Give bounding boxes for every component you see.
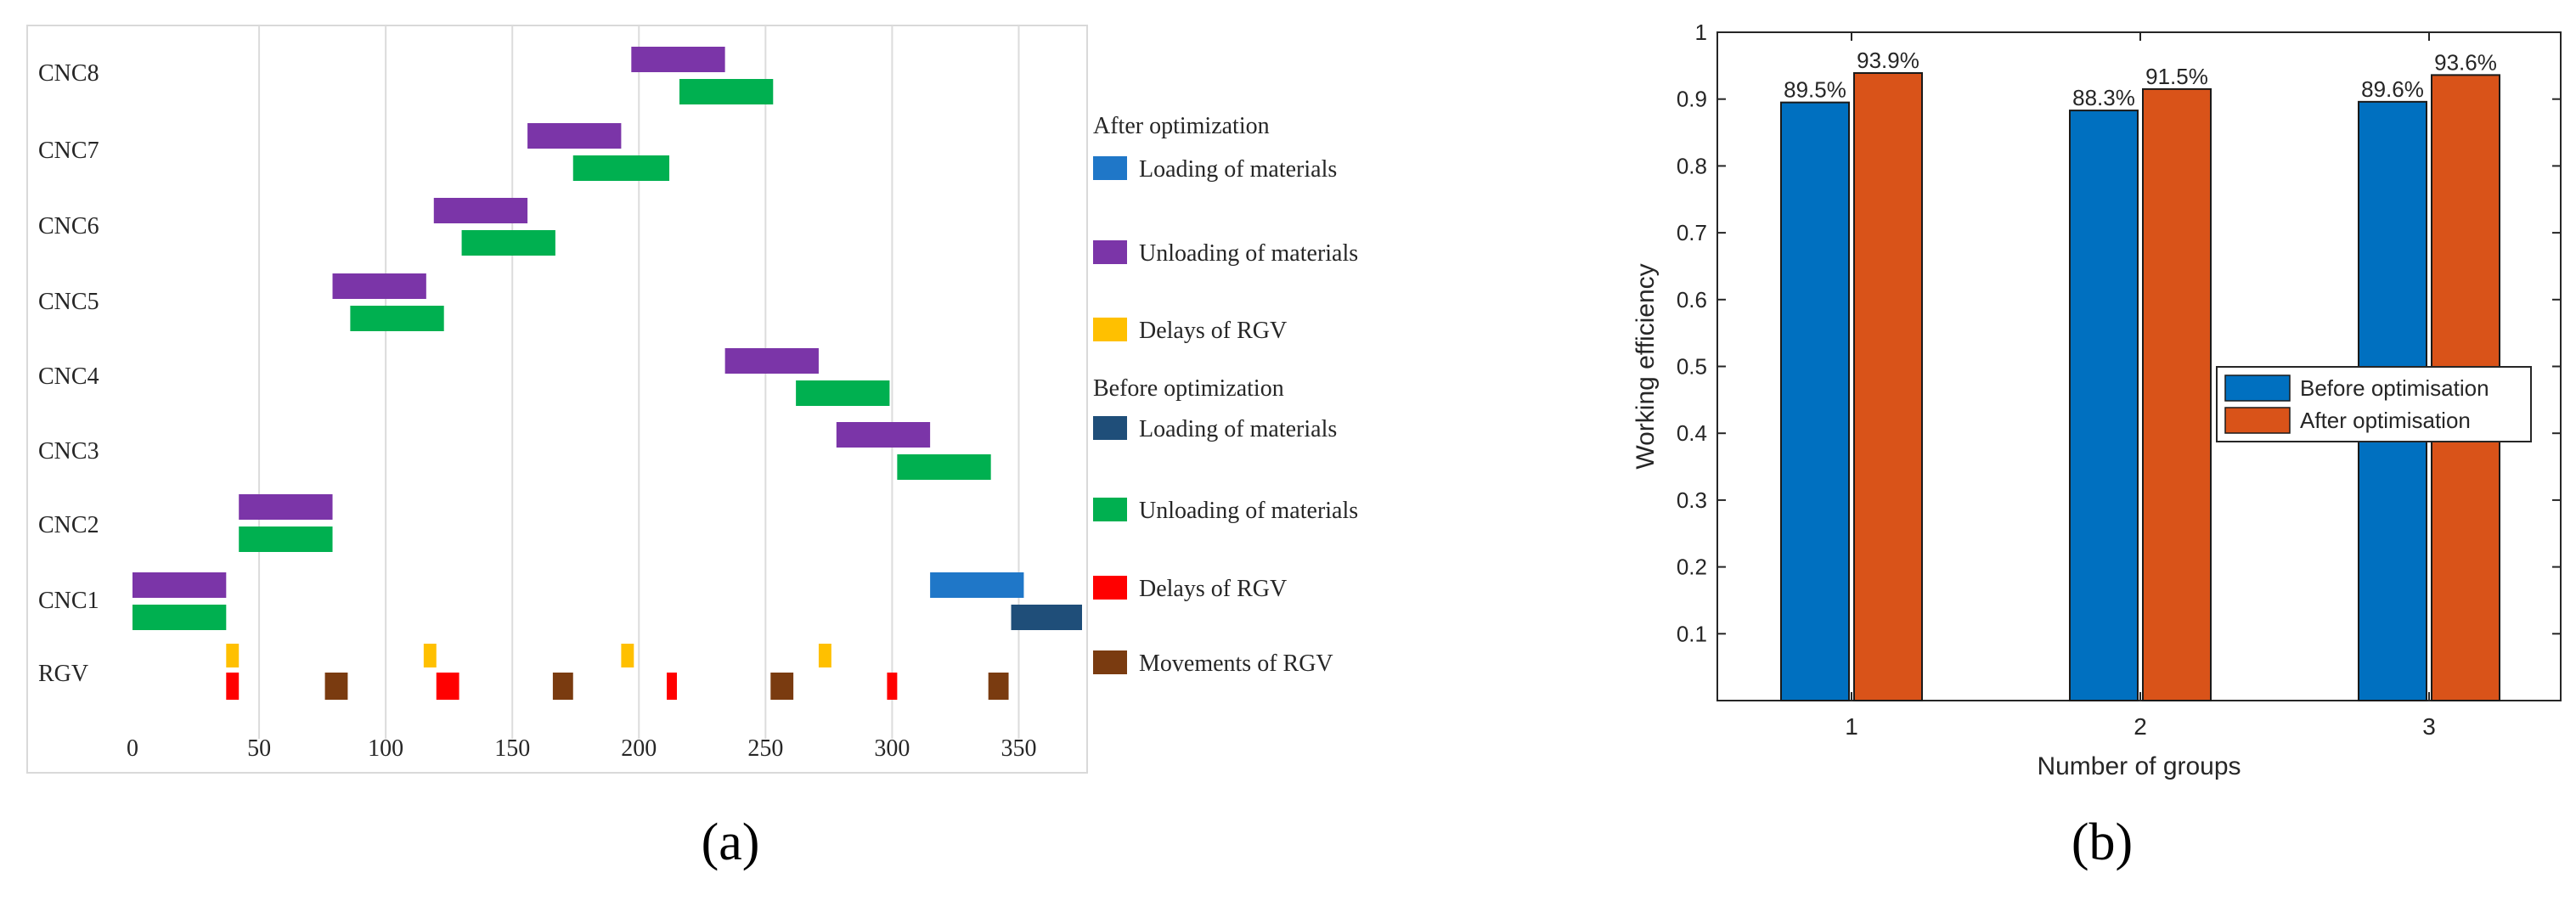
gantt-chart: 0 50 100 150 200 250 300 350 RGV CNC1 CNC2 CNC3 CNC4… xyxy=(26,25,1358,774)
bar-data-label: 93.6% xyxy=(2434,49,2497,75)
bar-rect xyxy=(2142,87,2212,701)
gantt-legend-label: Delays of RGV xyxy=(1139,576,1287,602)
bar-y-tick-label: 0.5 xyxy=(1677,354,1707,380)
gantt-legend-label: Loading of materials xyxy=(1139,416,1337,442)
bar-legend-swatch xyxy=(2224,407,2291,434)
gantt-task-bar xyxy=(239,527,333,552)
bar-data-label: 89.5% xyxy=(1784,77,1846,103)
gantt-task-bar xyxy=(667,673,677,700)
gantt-legend-swatch xyxy=(1093,318,1127,341)
gantt-task-bar xyxy=(572,155,670,181)
gantt-row-label: CNC4 xyxy=(38,363,99,390)
gantt-task-bar xyxy=(436,673,459,700)
gantt-x-tick-label: 250 xyxy=(747,735,783,762)
gantt-task-bar xyxy=(332,273,426,299)
gantt-legend-label: Movements of RGV xyxy=(1139,650,1333,677)
gantt-task-bar xyxy=(796,380,890,406)
gantt-task-bar xyxy=(433,198,528,223)
gantt-task-bar xyxy=(621,644,634,667)
gantt-task-bar xyxy=(930,572,1024,598)
panel-label-a: (a) xyxy=(702,814,760,871)
bar-x-tick-label: 3 xyxy=(2422,713,2436,740)
gantt-legend-group-title: Before optimization xyxy=(1093,375,1284,402)
bar-x-tick-label: 2 xyxy=(2134,713,2147,740)
gantt-task-bar xyxy=(988,673,1009,700)
gantt-x-tick-label: 350 xyxy=(1001,735,1036,762)
bar-y-tick-label: 0.3 xyxy=(1677,487,1707,513)
gantt-x-tick-label: 300 xyxy=(874,735,910,762)
bar-x-axis-title: Number of groups xyxy=(2037,752,2241,780)
gantt-task-bar xyxy=(527,123,622,149)
gantt-row-label: CNC1 xyxy=(38,588,99,614)
gantt-legend-swatch xyxy=(1093,498,1127,521)
gantt-legend-label: Unloading of materials xyxy=(1139,240,1358,267)
gantt-legend-group-title: After optimization xyxy=(1093,113,1270,139)
gantt-row-label: CNC2 xyxy=(38,512,99,538)
gantt-x-tick-label: 100 xyxy=(368,735,403,762)
gantt-x-tick-label: 150 xyxy=(494,735,530,762)
bar-legend-swatch xyxy=(2224,374,2291,402)
gantt-task-bar xyxy=(770,673,794,700)
gantt-legend-swatch xyxy=(1093,156,1127,180)
gantt-task-bar xyxy=(423,644,437,667)
gantt-row-label: CNC3 xyxy=(38,438,99,465)
gantt-row-label: CNC7 xyxy=(38,138,99,164)
gantt-task-bar xyxy=(679,79,774,104)
bar-y-tick-label: 1 xyxy=(1695,20,1707,45)
gantt-x-tick-label: 50 xyxy=(247,735,271,762)
gantt-x-tick-label: 200 xyxy=(621,735,657,762)
bar-y-tick-label: 0.6 xyxy=(1677,287,1707,313)
bar-y-tick-label: 0.8 xyxy=(1677,153,1707,178)
bar-data-label: 91.5% xyxy=(2145,64,2208,89)
gantt-row-label: CNC6 xyxy=(38,213,99,239)
gantt-task-bar xyxy=(552,673,573,700)
gantt-row-label: CNC5 xyxy=(38,289,99,315)
gantt-task-bar xyxy=(226,673,240,700)
gantt-legend-label: Delays of RGV xyxy=(1139,318,1287,344)
gantt-legend-swatch xyxy=(1093,650,1127,674)
bar-data-label: 93.9% xyxy=(1857,48,1919,73)
bar-chart: 0.1 0.2 0.3 0.4 0.5 0.6 0.7 0.8 0.9 1 1 89.5% 93.9% 2… xyxy=(1632,20,2562,780)
gantt-task-bar xyxy=(897,454,991,480)
gantt-task-bar xyxy=(239,494,333,520)
gantt-task-bar xyxy=(132,605,227,630)
bar-y-tick-label: 0.9 xyxy=(1677,87,1707,112)
gantt-legend-label: Loading of materials xyxy=(1139,156,1337,183)
gantt-x-tick-label: 0 xyxy=(127,735,138,762)
bar-rect xyxy=(2069,110,2139,702)
gantt-frame xyxy=(26,25,1088,774)
gantt-task-bar xyxy=(226,644,240,667)
gantt-legend-label: Unloading of materials xyxy=(1139,498,1358,524)
gantt-task-bar xyxy=(836,422,931,448)
gantt-task-bar xyxy=(818,644,831,667)
bar-y-tick-label: 0.2 xyxy=(1677,555,1707,580)
panel-label-b: (b) xyxy=(2072,814,2133,871)
bar-legend-label: After optimisation xyxy=(2300,408,2471,433)
bar-y-tick-label: 0.4 xyxy=(1677,420,1707,446)
bar-data-label: 88.3% xyxy=(2072,85,2135,110)
gantt-legend-swatch xyxy=(1093,240,1127,264)
gantt-task-bar xyxy=(461,230,555,256)
bar-y-tick-label: 0.7 xyxy=(1677,220,1707,245)
gantt-task-bar xyxy=(350,306,444,331)
gantt-legend-swatch xyxy=(1093,576,1127,600)
gantt-task-bar xyxy=(724,348,819,374)
bar-rect xyxy=(1780,101,1850,701)
gantt-row-label: CNC8 xyxy=(38,60,99,87)
bar-y-tick-label: 0.1 xyxy=(1677,621,1707,646)
gantt-task-bar xyxy=(324,673,348,700)
bar-y-axis-title: Working efficiency xyxy=(1632,263,1660,469)
gantt-task-bar xyxy=(631,47,725,72)
gantt-task-bar xyxy=(132,572,227,598)
bar-rect xyxy=(1853,72,1923,701)
bar-x-tick-label: 1 xyxy=(1845,713,1858,740)
bar-legend-label: Before optimisation xyxy=(2300,375,2489,401)
gantt-task-bar xyxy=(887,673,898,700)
gantt-row-label: RGV xyxy=(38,661,88,687)
bar-data-label: 89.6% xyxy=(2361,76,2424,102)
gantt-task-bar xyxy=(1011,605,1082,630)
gantt-legend-swatch xyxy=(1093,416,1127,440)
